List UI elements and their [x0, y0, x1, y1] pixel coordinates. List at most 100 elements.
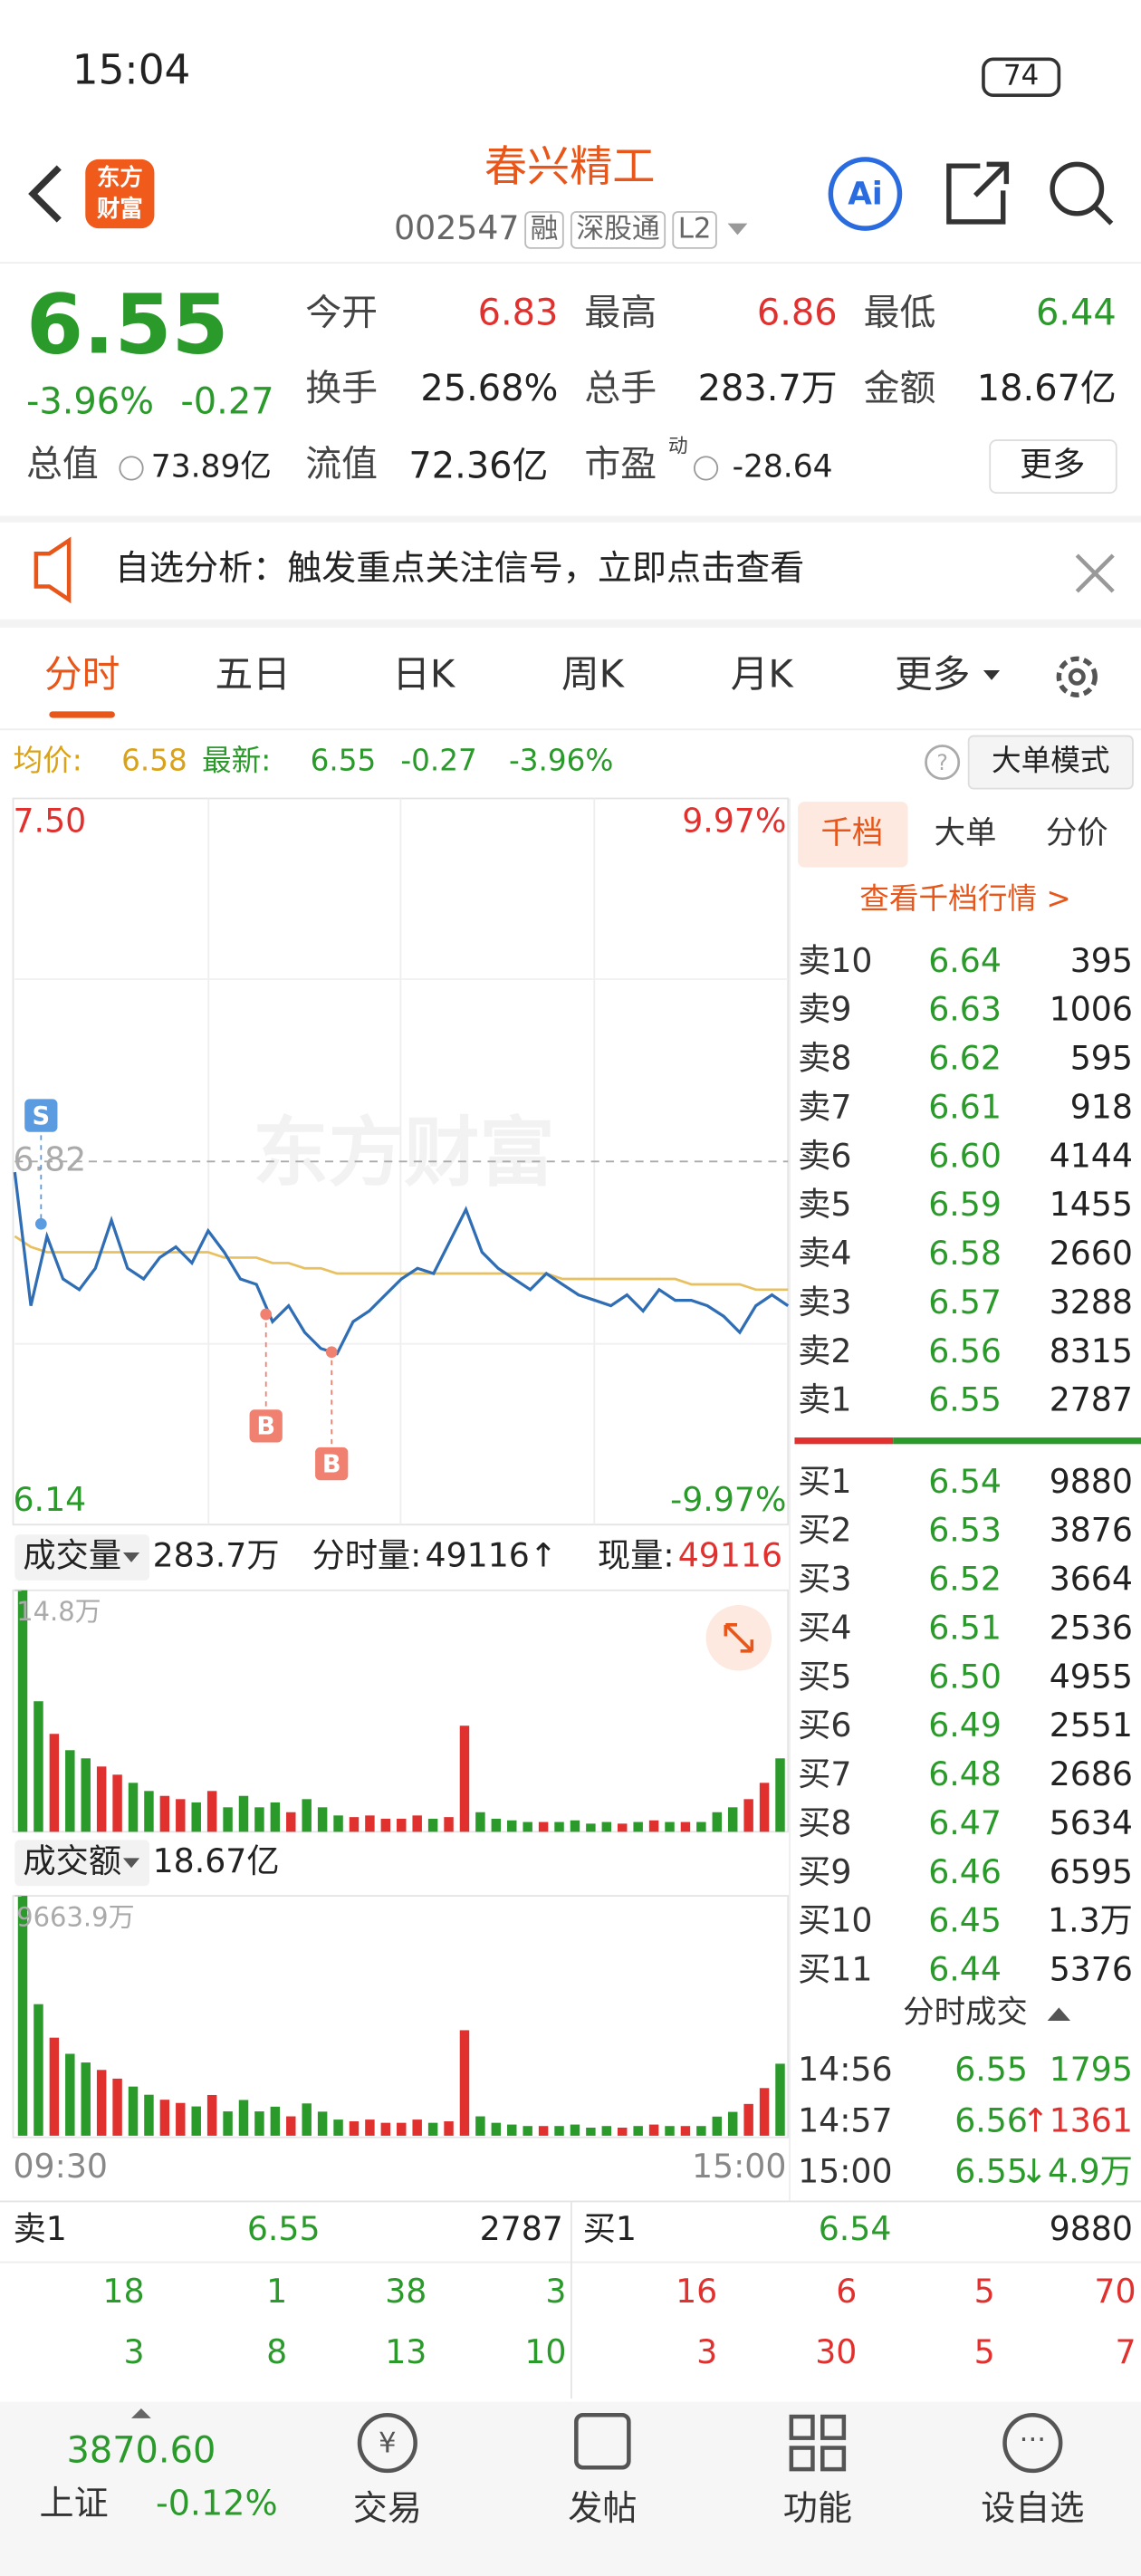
volume-total: 283.7万	[153, 1535, 280, 1574]
ai-button[interactable]	[828, 157, 903, 231]
ask-bar	[794, 1437, 894, 1445]
volume-bar	[17, 1896, 28, 2136]
index-value[interactable]: 3870.60	[66, 2429, 216, 2471]
volume-bar	[270, 1802, 281, 1832]
tab[interactable]: 分时	[44, 651, 120, 696]
level-volume: 2787	[480, 2209, 563, 2248]
book-level: 买8	[798, 1803, 851, 1842]
queue-order: 18	[102, 2272, 144, 2311]
book-level: 卖5	[798, 1185, 851, 1224]
watch-icon[interactable]	[1002, 2412, 1063, 2474]
signal-dot	[260, 1308, 273, 1321]
book-link[interactable]: 查看千档行情 >	[859, 881, 1070, 916]
help-mark: ?	[936, 750, 948, 775]
info-dot	[119, 456, 144, 481]
tab[interactable]: 更多	[895, 651, 970, 696]
volume-bar	[727, 1807, 738, 1832]
book-price: 6.61	[928, 1087, 1002, 1126]
volume-bar	[412, 2119, 422, 2136]
settings-center	[1068, 668, 1086, 686]
trade-icon[interactable]	[357, 2412, 417, 2474]
search-button[interactable]	[1050, 161, 1105, 216]
stock-tag: L2	[678, 212, 712, 245]
tab[interactable]: 日K	[392, 651, 456, 696]
trade-time: 14:56	[798, 2050, 892, 2089]
mode-button[interactable]	[967, 735, 1134, 790]
volume-bar	[523, 1821, 532, 1832]
book-price: 6.46	[928, 1852, 1002, 1891]
book-price: 6.47	[928, 1803, 1002, 1842]
volume-bar	[680, 1821, 691, 1832]
func-icon[interactable]	[789, 2414, 815, 2440]
post-icon[interactable]	[574, 2412, 631, 2470]
trade-volume: 1795	[1050, 2050, 1133, 2089]
book-mask	[791, 1991, 1141, 2041]
index-arrow[interactable]	[131, 2408, 151, 2418]
amount-label[interactable]: 成交额	[23, 1841, 121, 1880]
help-icon[interactable]	[925, 745, 961, 781]
book-volume: 2551	[1050, 1706, 1133, 1745]
settings-button[interactable]	[1056, 656, 1098, 697]
trade-time: 14:57	[798, 2100, 892, 2139]
trades-title: 分时成交	[903, 1994, 1028, 2031]
book-tab[interactable]: 分价	[1046, 815, 1108, 851]
nav-item[interactable]: 功能	[783, 2488, 852, 2528]
nav-item[interactable]: 设自选	[981, 2488, 1084, 2528]
nav-item[interactable]: 交易	[353, 2488, 422, 2528]
notice-text[interactable]: 自选分析：触发重点关注信号，立即点击查看	[115, 548, 804, 588]
signal-dot	[34, 1217, 47, 1230]
book-level: 卖8	[798, 1039, 851, 1078]
func-icon	[820, 2414, 847, 2440]
volume-bar	[618, 2128, 628, 2136]
book-tab[interactable]: 大单	[935, 815, 997, 851]
volume-bar	[444, 2121, 454, 2136]
bottom-nav	[0, 2401, 1141, 2576]
volume-bar	[680, 2126, 691, 2136]
volume-bar	[570, 2124, 580, 2136]
dropdown-arrow	[983, 670, 1001, 680]
tab[interactable]: 周K	[561, 651, 626, 696]
volume-bar	[81, 2062, 91, 2136]
volume-bar	[491, 1818, 502, 1832]
logo-text: 东方	[97, 164, 143, 191]
volume-bar	[759, 2088, 770, 2136]
queue-order: 5	[974, 2332, 995, 2371]
share-button[interactable]	[946, 161, 1010, 225]
back-button[interactable]	[28, 165, 62, 223]
trade-price: 6.55	[954, 2050, 1028, 2089]
latest-pct: -3.96%	[509, 744, 613, 778]
signal-box	[24, 1099, 58, 1132]
volume-bar	[144, 1791, 154, 1832]
volume-bar	[302, 2103, 312, 2136]
book-tab[interactable]: 千档	[820, 815, 883, 851]
more-button[interactable]	[989, 439, 1117, 495]
book-price: 6.50	[928, 1657, 1002, 1696]
volume-label[interactable]: 成交量	[23, 1535, 121, 1574]
book-volume: 3664	[1050, 1560, 1133, 1599]
book-price: 6.62	[928, 1039, 1002, 1078]
nav-item[interactable]: 发帖	[568, 2488, 637, 2528]
volume-bar	[206, 2094, 217, 2136]
book-volume: 5634	[1050, 1803, 1133, 1842]
stock-tag: 融	[531, 212, 559, 245]
tab[interactable]: 月K	[731, 651, 795, 696]
level-volume: 9880	[1050, 2209, 1133, 2248]
book-price: 6.54	[928, 1462, 1002, 1501]
volume-bar	[49, 2037, 60, 2136]
volume-bar	[191, 1802, 201, 1832]
mode-label[interactable]: 大单模式	[992, 744, 1109, 778]
current-value: 49116	[678, 1535, 782, 1574]
volume-bar	[254, 2111, 264, 2136]
volume-bar	[176, 1799, 186, 1832]
signal-box	[315, 1447, 349, 1481]
volume-bar	[380, 1818, 391, 1832]
more-label[interactable]: 更多	[1020, 445, 1085, 484]
tab[interactable]: 五日	[216, 651, 291, 696]
signal-dot	[325, 1346, 338, 1359]
book-volume: 395	[1070, 941, 1133, 980]
book-level: 卖2	[798, 1331, 851, 1370]
book-volume: 4955	[1050, 1657, 1133, 1696]
close-notice[interactable]	[1075, 553, 1115, 593]
app-logo[interactable]	[85, 159, 155, 229]
volume-bar	[601, 1821, 612, 1832]
